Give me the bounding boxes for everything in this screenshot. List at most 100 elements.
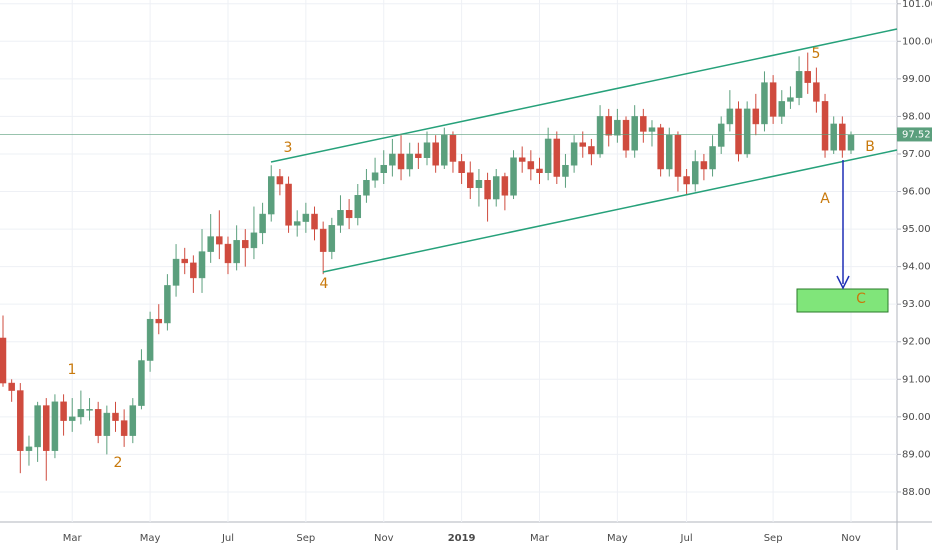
y-tick-label: 99.00: [902, 74, 931, 85]
candle-body: [830, 123, 837, 151]
candles: [0, 52, 855, 481]
x-tick-label: Nov: [841, 533, 861, 544]
wave-label: C: [856, 291, 866, 307]
candle-body: [804, 71, 811, 83]
candle-body: [839, 123, 846, 151]
candle-body: [363, 180, 370, 196]
y-tick-label: 89.00: [902, 449, 931, 460]
candle-body: [518, 157, 526, 162]
candle-body: [68, 416, 76, 421]
candle-body: [216, 236, 223, 245]
candle-body: [787, 97, 794, 102]
candle-body: [640, 116, 647, 132]
candle-body: [17, 390, 24, 451]
candle-body: [761, 82, 768, 125]
candle-body: [43, 405, 50, 451]
last-price-label: 97.52: [902, 129, 931, 140]
candle-body: [769, 82, 777, 117]
candle-body: [631, 116, 638, 151]
candle-body: [691, 161, 699, 185]
arrow-head: [836, 275, 850, 290]
candle-body: [527, 161, 535, 170]
candle-body: [207, 236, 214, 252]
y-tick-label: 88.00: [902, 487, 931, 498]
candle-body: [138, 360, 145, 406]
grid: [0, 0, 897, 522]
y-tick-label: 96.00: [902, 187, 931, 198]
candle-body: [94, 409, 102, 436]
candle-body: [562, 164, 569, 177]
y-tick-label: 91.00: [902, 374, 931, 385]
candle-body: [112, 412, 119, 421]
candle-body: [0, 337, 7, 384]
candle-body: [458, 161, 465, 173]
candle-body: [813, 82, 820, 102]
candle-body: [328, 225, 336, 252]
candle-body: [302, 213, 310, 222]
candle-body: [397, 153, 405, 170]
x-tick-label: Sep: [296, 533, 315, 544]
candle-body: [743, 108, 751, 155]
wave-label: A: [820, 191, 830, 207]
candle-body: [293, 221, 301, 226]
x-tick-label: Nov: [374, 533, 394, 544]
candle-body: [614, 119, 621, 136]
candle-body: [120, 420, 128, 436]
candle-body: [86, 409, 93, 411]
candle-body: [484, 180, 491, 200]
x-tick-label: Jul: [221, 533, 234, 544]
candle-body: [224, 243, 232, 264]
wave-label: 4: [320, 276, 329, 292]
candle-body: [77, 409, 85, 418]
candle-body: [510, 157, 517, 196]
candle-body: [475, 180, 483, 189]
y-tick-label: 100.00: [902, 36, 932, 47]
candle-body: [198, 251, 206, 279]
channel-upper: [270, 28, 898, 163]
candle-body: [103, 412, 111, 436]
candle-body: [666, 134, 673, 170]
candle-body: [752, 108, 760, 125]
candle-body: [190, 262, 197, 279]
candle-body: [415, 153, 422, 158]
wave-label: 5: [812, 46, 821, 62]
candle-body: [354, 195, 362, 219]
annotations: 1 2 3 4 5 A B C: [68, 46, 875, 471]
candle-body: [146, 318, 154, 361]
candle-body: [276, 176, 284, 185]
y-tick-label: 90.00: [902, 412, 931, 423]
candle-body: [423, 142, 431, 158]
candle-body: [501, 176, 509, 196]
candle-body: [441, 134, 448, 166]
channel-lower: [322, 149, 898, 273]
candle-body: [233, 240, 240, 264]
candle-body: [596, 116, 604, 155]
candle-body: [155, 318, 163, 324]
candle-body: [319, 228, 327, 252]
wave-label: 1: [68, 362, 77, 378]
candle-body: [570, 142, 578, 166]
candle-body: [181, 258, 188, 264]
candle-body: [60, 401, 67, 421]
candle-body: [709, 146, 716, 170]
candle-body: [735, 108, 742, 155]
x-tick-label: May: [607, 533, 628, 544]
candle-body: [337, 210, 344, 226]
candle-body: [311, 213, 318, 230]
x-tick-label: Mar: [63, 533, 83, 544]
y-tick-label: 97.00: [902, 149, 931, 160]
candle-body: [389, 153, 396, 166]
candle-body: [700, 161, 708, 170]
candle-body: [51, 401, 59, 451]
candle-body: [380, 164, 387, 173]
candle-body: [726, 108, 734, 125]
candle-body: [588, 146, 595, 155]
candle-body: [432, 142, 439, 166]
y-tick-label: 98.00: [902, 111, 931, 122]
candle-body: [449, 134, 457, 162]
y-tick-label: 95.00: [902, 224, 931, 235]
candle-body: [536, 168, 543, 173]
candle-body: [242, 240, 249, 249]
candle-body: [250, 232, 258, 249]
